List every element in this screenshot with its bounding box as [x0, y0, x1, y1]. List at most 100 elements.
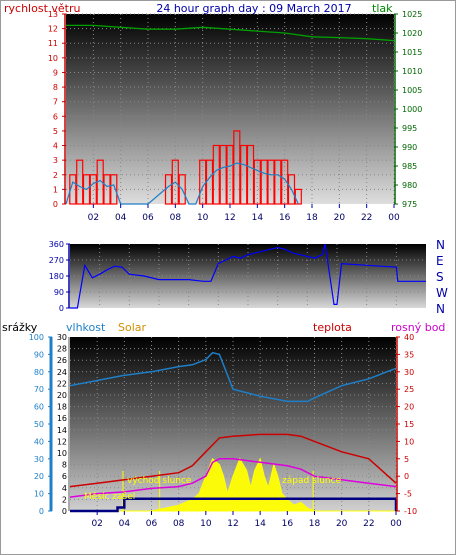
temperature-x-tick-label: 00: [390, 519, 402, 529]
temperature-tick-label: 0: [404, 472, 409, 481]
wind-speed-tick-label: 1: [53, 185, 58, 194]
compass-tick-label: E: [436, 254, 444, 268]
rain-tick-label: 90: [34, 350, 44, 359]
rain-tick-label: 50: [34, 420, 44, 429]
temperature-x-tick-label: 12: [227, 519, 238, 529]
mid-axis-tick-label: 6: [62, 472, 67, 481]
direction-tick-label: 360: [49, 240, 64, 249]
wind-x-tick-label: 10: [197, 213, 209, 223]
temperature-tick-label: 35: [404, 350, 414, 359]
pressure-tick-label: 1010: [402, 67, 422, 76]
wind-speed-tick-label: 2: [53, 171, 58, 180]
mid-axis-tick-label: 24: [57, 368, 67, 377]
temperature-x-tick-label: 18: [309, 519, 321, 529]
rain-line: [70, 497, 396, 513]
wind-speed-bar: [219, 144, 227, 205]
mid-axis-tick-label: 16: [57, 414, 67, 423]
wind-x-tick-label: 22: [361, 213, 372, 223]
wind-x-tick-label: 14: [252, 213, 264, 223]
pressure-tick-label: 1020: [402, 29, 422, 38]
mid-axis-tick-label: 30: [57, 333, 67, 342]
wind-x-tick-label: 16: [279, 213, 291, 223]
temperature-axis: -10 -5 0 5 10 15 20 25 30 35 40: [396, 333, 417, 516]
wind-x-tick-label: 18: [306, 213, 318, 223]
pressure-axis: 975 980 985 990 995 1000 1005 1010 1015 1020 1025: [394, 10, 422, 209]
direction-degree-axis: 0 90 180 270 360: [49, 240, 70, 313]
solar-label: Solar: [118, 321, 147, 334]
wind-x-tick-label: 00: [388, 213, 400, 223]
mid-axis-tick-label: 10: [57, 449, 67, 458]
mid-axis-tick-label: 0: [62, 507, 67, 516]
temperature-label: teplota: [313, 321, 352, 334]
wind-speed-bar: [110, 174, 118, 205]
direction-tick-label: 0: [59, 304, 64, 313]
pressure-tick-label: 980: [402, 181, 417, 190]
rain-tick-label: 30: [34, 455, 44, 464]
direction-tick-label: 180: [49, 272, 64, 281]
temperature-tick-label: 40: [404, 333, 414, 342]
wind-speed-tick-label: 10: [48, 54, 58, 63]
moonset-label: Měsíc zašel: [84, 491, 135, 502]
pressure-line: [66, 24, 395, 42]
temperature-line: [69, 433, 397, 488]
temperature-tick-label: 10: [404, 437, 414, 446]
rain-tick-label: 70: [34, 385, 44, 394]
mid-axis-tick-label: 12: [57, 437, 67, 446]
wind-speed-tick-label: 8: [53, 83, 58, 92]
mid-axis-tick-label: 4: [62, 484, 67, 493]
rain-tick-label: 100: [29, 333, 44, 342]
sunrise-label: východ slunce: [127, 476, 192, 486]
mid-axis-tick-label: 14: [57, 426, 67, 435]
temperature-time-axis: 02 04 06 08 10 12 14 16 18 20 22 00: [91, 511, 402, 529]
wind-speed-label: rychlost větru: [4, 2, 80, 15]
compass-tick-label: N: [436, 238, 445, 252]
wind-speed-tick-label: 9: [53, 68, 58, 77]
sunset-label: západ slunce: [282, 476, 342, 486]
dewpoint-line: [69, 458, 397, 498]
temperature-x-tick-label: 02: [91, 519, 102, 529]
solar-area: [70, 457, 396, 512]
temperature-x-tick-label: 20: [336, 519, 348, 529]
wind-speed-bar: [287, 174, 296, 205]
wind-speed-tick-label: 5: [53, 127, 58, 136]
temperature-x-tick-label: 16: [282, 519, 294, 529]
wind-speed-bar: [240, 144, 248, 205]
compass-tick-label: W: [436, 286, 448, 300]
direction-tick-label: 270: [49, 256, 64, 265]
wind-direction-line: [70, 243, 426, 309]
wind-speed-bar: [178, 174, 186, 205]
wind-speed-tick-label: 11: [48, 39, 58, 48]
wind-x-tick-label: 12: [224, 213, 235, 223]
rain-tick-label: 20: [34, 472, 44, 481]
mid-axis-tick-label: 2: [62, 495, 67, 504]
wind-x-tick-label: 20: [334, 213, 346, 223]
temperature-tick-label: 20: [404, 403, 414, 412]
temperature-tick-label: 5: [404, 455, 409, 464]
wind-speed-tick-label: 12: [48, 25, 58, 34]
direction-tick-label: 90: [54, 288, 64, 297]
pressure-tick-label: 1015: [402, 48, 422, 57]
dewpoint-label: rosný bod: [391, 321, 445, 334]
wind-speed-bar: [233, 130, 241, 205]
wind-speed-bar: [267, 159, 275, 205]
chart-title: 24 hour graph day : 09 March 2017: [156, 2, 351, 15]
direction-panel-series: [70, 243, 426, 309]
wind-x-tick-label: 08: [170, 213, 182, 223]
wind-x-tick-label: 04: [115, 213, 127, 223]
temperature-x-tick-label: 06: [146, 519, 158, 529]
wind-x-tick-label: 06: [142, 213, 154, 223]
humidity-label: vlhkost: [66, 321, 106, 334]
temperature-panel-series: [69, 351, 398, 513]
temperature-x-tick-label: 10: [200, 519, 212, 529]
wind-speed-bar: [103, 174, 111, 205]
temperature-x-tick-label: 22: [363, 519, 374, 529]
rain-tick-label: 60: [34, 403, 44, 412]
wind-speed-bar: [212, 144, 220, 205]
temperature-tick-label: 15: [404, 420, 414, 429]
rain-tick-label: 10: [34, 490, 44, 499]
wind-speed-tick-label: 0: [53, 200, 58, 209]
temperature-tick-label: 30: [404, 368, 414, 377]
wind-speed-tick-label: 7: [53, 98, 58, 107]
